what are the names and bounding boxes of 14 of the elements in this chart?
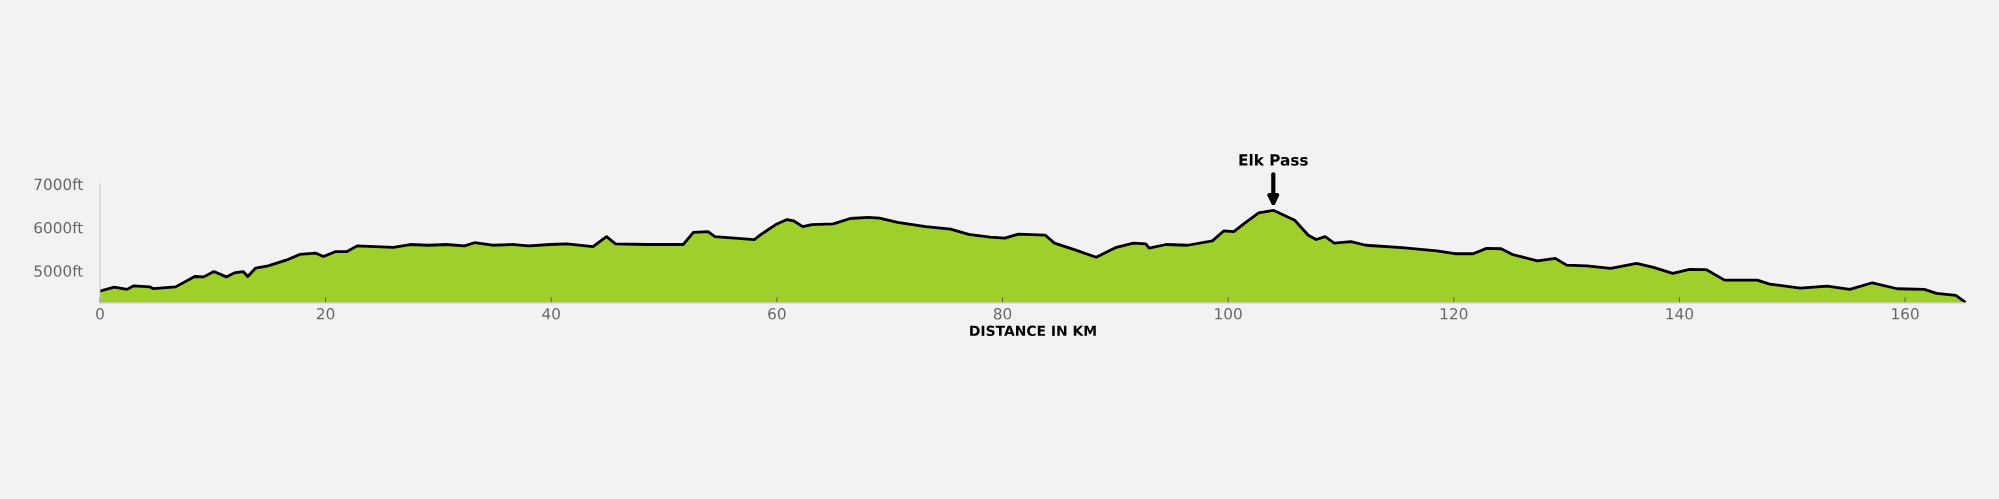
x-tick-label: 100 xyxy=(1215,308,1242,320)
y-tick-label: 7000ft xyxy=(34,178,83,191)
x-tick-label: 80 xyxy=(993,308,1012,320)
x-axis-title: DISTANCE IN KM xyxy=(970,325,1096,337)
x-tick-label: 0 xyxy=(96,308,104,320)
x-tick-label: 120 xyxy=(1440,308,1468,320)
x-tick-label: 40 xyxy=(542,308,560,320)
x-tick-label: 140 xyxy=(1666,308,1694,320)
y-tick-label: 5000ft xyxy=(34,265,83,277)
annotation: Elk Pass xyxy=(1239,153,1308,166)
x-tick-label: 20 xyxy=(316,308,335,320)
x-tick-label: 60 xyxy=(768,308,786,320)
y-tick-label: 6000ft xyxy=(34,221,83,234)
x-tick-label: 160 xyxy=(1892,308,1919,320)
